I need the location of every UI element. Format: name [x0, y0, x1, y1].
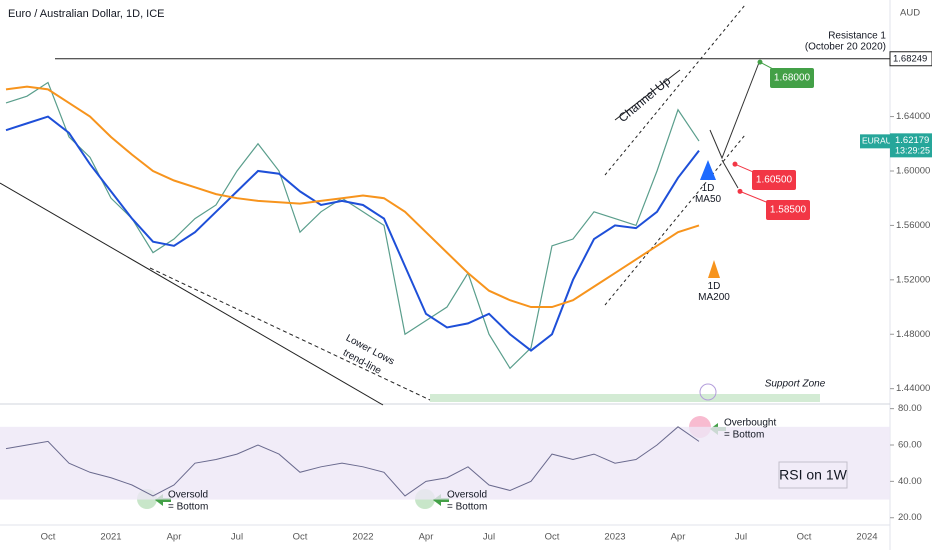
resistance-text: Resistance 1 — [828, 31, 886, 42]
projection-down — [721, 159, 739, 189]
resistance-tag — [889, 51, 932, 67]
annotation: = Bottom — [168, 502, 208, 513]
y2-tick-label: 20.00 — [898, 512, 922, 523]
y2-tick-label: 40.00 — [898, 476, 922, 487]
y-tick-label: 1.48000 — [896, 329, 930, 340]
annotation: = Bottom — [447, 502, 487, 513]
ma-label: 1D MA200 — [698, 281, 730, 303]
x-tick-label: Oct — [41, 532, 56, 543]
target-label: 1.60500 — [756, 175, 793, 186]
x-tick-label: Apr — [167, 532, 182, 543]
x-tick-label: 2022 — [352, 532, 373, 543]
last-price-label: 1.62179 — [895, 135, 929, 146]
x-tick-label: 2021 — [100, 532, 121, 543]
series-tag — [860, 134, 890, 149]
y-tick-label: 1.64000 — [896, 111, 930, 122]
target-box — [770, 68, 814, 88]
annotation: Oversold — [447, 490, 487, 501]
y-tick-label: 1.44000 — [896, 383, 930, 394]
series-line — [5, 85, 700, 309]
x-tick-label: Oct — [797, 532, 812, 543]
series-line — [5, 81, 700, 370]
y-tick-label: 1.60000 — [896, 166, 930, 177]
x-tick-label: Jul — [483, 532, 495, 543]
last-price-tag — [890, 133, 932, 158]
x-tick-label: Apr — [671, 532, 686, 543]
y-tick-label: 1.56000 — [896, 220, 930, 231]
target-box — [752, 170, 796, 190]
rsi-band — [0, 426, 890, 500]
annotation: = Bottom — [724, 430, 764, 441]
channel-bottom — [604, 134, 746, 306]
resistance-text: (October 20 2020) — [805, 42, 886, 53]
y2-tick-label: 60.00 — [898, 440, 922, 451]
last-price-time: 13:29:25 — [895, 146, 930, 156]
trend-line-extension — [149, 267, 431, 401]
target-box — [766, 200, 810, 220]
x-tick-label: 2024 — [856, 532, 877, 543]
x-tick-label: Jul — [735, 532, 747, 543]
trend-line — [0, 182, 384, 406]
chart-title: Euro / Australian Dollar, 1D, ICE — [8, 8, 165, 20]
projection-path — [709, 59, 761, 160]
resistance-label: 1.68249 — [893, 53, 927, 64]
y-tick-label: 1.52000 — [896, 274, 930, 285]
rsi-label: RSI on 1W — [779, 467, 847, 483]
channel-arrow — [614, 69, 681, 121]
support-zone — [430, 394, 820, 402]
x-tick-label: Oct — [293, 532, 308, 543]
ma50-arrow — [700, 160, 716, 180]
ma200-arrow — [708, 260, 720, 278]
channel-top — [604, 4, 746, 176]
annotation: Oversold — [168, 490, 208, 501]
x-tick-label: 2023 — [604, 532, 625, 543]
annotation: Support Zone — [765, 379, 826, 390]
x-tick-label: Apr — [419, 532, 434, 543]
annotation: Overbought — [724, 418, 776, 429]
target-label: 1.58500 — [770, 205, 807, 216]
x-tick-label: Oct — [545, 532, 560, 543]
series-line — [5, 426, 700, 497]
series-name: EURAUD — [862, 136, 898, 146]
y2-tick-label: 80.00 — [898, 403, 922, 414]
series-line — [5, 115, 700, 352]
currency-label: AUD — [900, 8, 920, 19]
target-label: 1.68000 — [774, 73, 811, 84]
ma-label: 1D MA50 — [695, 183, 722, 205]
target-point — [757, 59, 763, 65]
x-tick-label: Jul — [231, 532, 243, 543]
alert-icon — [699, 383, 717, 401]
